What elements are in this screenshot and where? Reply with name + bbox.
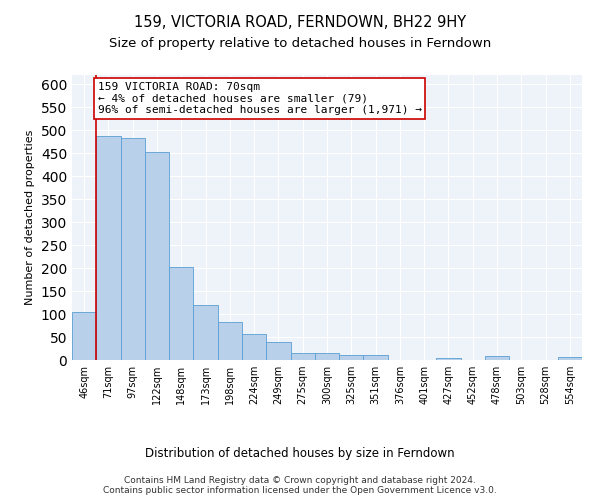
Bar	[96, 136, 121, 360]
Text: Size of property relative to detached houses in Ferndown: Size of property relative to detached ho…	[109, 38, 491, 51]
Text: 159, VICTORIA ROAD, FERNDOWN, BH22 9HY: 159, VICTORIA ROAD, FERNDOWN, BH22 9HY	[134, 15, 466, 30]
Bar	[145, 152, 169, 360]
Bar	[558, 357, 582, 360]
Text: 159 VICTORIA ROAD: 70sqm
← 4% of detached houses are smaller (79)
96% of semi-de: 159 VICTORIA ROAD: 70sqm ← 4% of detache…	[97, 82, 421, 116]
Bar	[290, 353, 315, 360]
Text: Distribution of detached houses by size in Ferndown: Distribution of detached houses by size …	[145, 448, 455, 460]
Bar	[485, 356, 509, 360]
Bar	[121, 138, 145, 360]
Bar	[436, 358, 461, 360]
Bar	[266, 342, 290, 360]
Bar	[242, 334, 266, 360]
Text: Contains HM Land Registry data © Crown copyright and database right 2024.
Contai: Contains HM Land Registry data © Crown c…	[103, 476, 497, 495]
Bar	[364, 355, 388, 360]
Bar	[72, 312, 96, 360]
Bar	[169, 267, 193, 360]
Y-axis label: Number of detached properties: Number of detached properties	[25, 130, 35, 305]
Bar	[218, 322, 242, 360]
Bar	[315, 353, 339, 360]
Bar	[339, 356, 364, 360]
Bar	[193, 305, 218, 360]
